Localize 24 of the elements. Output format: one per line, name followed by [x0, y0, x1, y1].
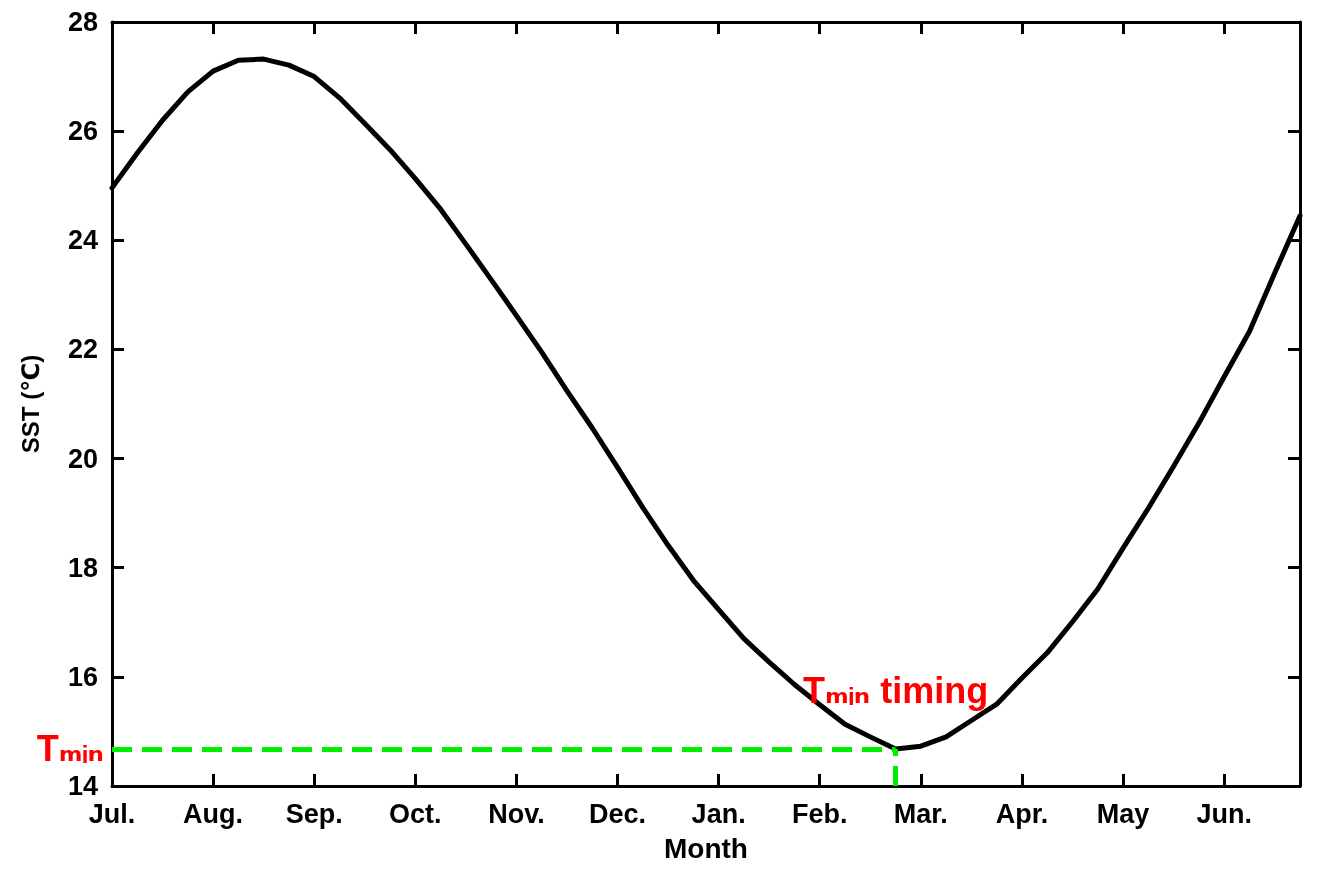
x-tick-label: Apr.	[995, 798, 1049, 829]
x-tick-label: Feb.	[791, 798, 848, 829]
x-tick-label: Jul.	[88, 798, 136, 829]
x-tick-label: Jan.	[691, 798, 746, 829]
x-axis-title: Month	[664, 832, 748, 864]
y-tick-label: 24	[67, 225, 98, 256]
ref-line-label: Tₘᵢₙ	[36, 728, 104, 770]
x-tick-label: Dec.	[589, 798, 647, 829]
y-tick-label: 26	[67, 116, 98, 147]
x-tick-label: Sep.	[285, 798, 343, 829]
x-tick-label: Aug.	[183, 798, 244, 829]
x-tick-label: May	[1096, 798, 1150, 829]
x-tick-label: Jun.	[1196, 798, 1252, 829]
y-tick-label: 16	[67, 661, 98, 692]
y-tick-label: 20	[67, 443, 98, 474]
y-tick-label: 14	[67, 771, 98, 801]
y-tick-label: 22	[67, 334, 98, 365]
x-tick-label: Oct.	[389, 798, 442, 829]
y-tick-label: 28	[67, 7, 98, 37]
x-tick-label: Nov.	[488, 798, 545, 829]
y-axis-title: SST (℃)	[16, 354, 44, 454]
x-tick-label: Mar.	[893, 798, 948, 829]
annotation: Tₘᵢₙ timing	[802, 670, 989, 712]
y-tick-label: 18	[67, 552, 98, 583]
